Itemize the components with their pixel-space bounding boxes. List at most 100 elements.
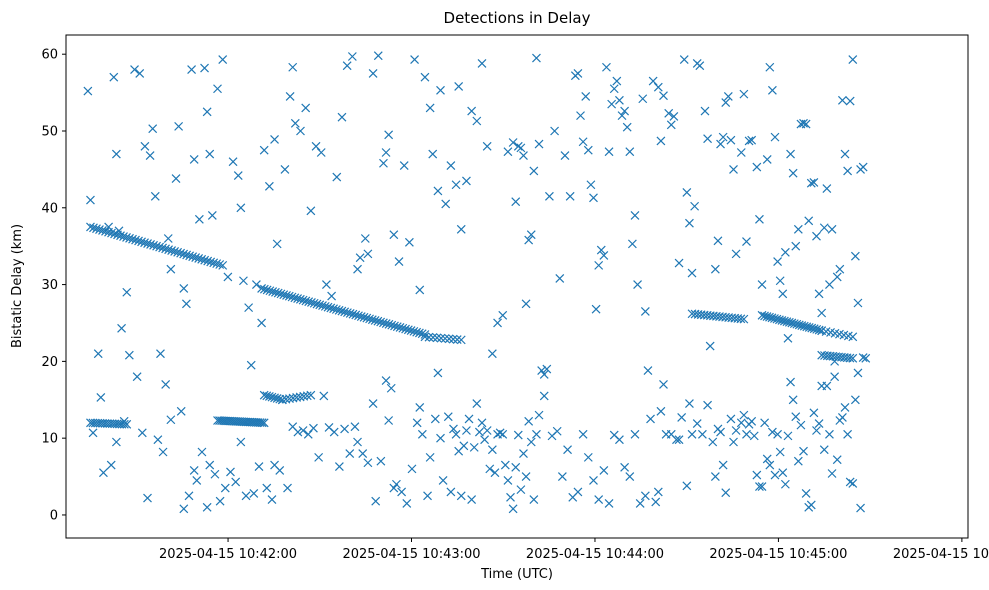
data-point [814,419,824,429]
data-point [477,418,487,428]
data-point [257,318,267,328]
data-point [407,464,417,474]
data-point [166,264,176,274]
data-point [586,180,596,190]
data-point [244,303,254,313]
data-point [467,106,477,116]
data-point [389,230,399,240]
data-point [440,334,450,343]
data-point [809,324,819,334]
data-point [318,301,327,311]
data-point [174,121,184,131]
data-point [770,314,779,323]
data-point [290,293,300,303]
data-point [236,203,246,213]
data-point [402,499,412,508]
data-point [472,399,482,409]
data-point [858,353,868,362]
data-point [149,240,159,250]
data-point [762,454,772,464]
data-point [381,319,391,328]
data-point [111,149,121,159]
data-point [581,92,591,101]
data-point [646,414,655,424]
data-point [158,447,168,457]
data-point [812,231,821,241]
data-point [446,487,456,497]
data-point [351,310,361,320]
data-point [495,428,505,438]
data-point [451,180,461,190]
data-point [529,166,539,176]
data-point [775,447,785,457]
data-point [99,468,108,478]
data-point [462,176,471,186]
data-point [591,304,601,314]
data-point [799,446,808,456]
data-point [387,320,397,330]
data-point [742,429,751,439]
data-point [578,429,588,439]
data-point [143,493,152,503]
data-point [617,111,627,121]
data-point [329,427,339,437]
data-point [128,234,137,244]
data-point [749,431,759,441]
data-point [373,51,383,61]
data-point [384,416,394,425]
data-point [110,229,119,239]
data-point [119,232,128,242]
data-point [843,166,853,176]
data-point [487,349,497,359]
data-point [797,321,807,330]
data-point [163,234,173,243]
data-point [614,435,624,445]
data-point [406,326,416,336]
data-point [114,226,124,236]
data-point [412,327,422,337]
data-point [729,164,738,174]
data-point [368,68,378,78]
data-point [604,147,614,157]
data-point [125,233,134,243]
data-point [259,145,269,155]
data-point [166,415,176,425]
data-point [332,172,342,182]
data-point [832,455,842,465]
data-point [409,326,419,336]
data-point [376,317,386,327]
data-point [664,108,674,118]
data-point [428,149,438,159]
data-point [423,491,432,501]
data-point [848,353,858,363]
data-point [365,314,375,324]
data-point [420,332,430,342]
data-point [669,111,679,121]
data-point [329,304,339,314]
data-point [786,149,795,159]
x-tick-label: 2025-04-15 10:45:00 [709,547,847,562]
data-point [348,309,358,319]
data-point [331,305,341,314]
data-point [307,298,316,307]
data-point [303,429,313,439]
data-point [508,138,518,147]
data-point [599,250,609,260]
data-point [524,235,534,245]
data-point [124,350,134,360]
data-point [474,427,484,437]
data-point [236,437,246,447]
data-point [640,307,650,316]
data-point [555,274,565,283]
data-point [770,470,780,480]
data-point [812,324,822,334]
data-point [703,400,713,410]
data-point [830,372,840,382]
x-tick-label: 2025-04-15 10:43:00 [342,547,480,562]
data-point [259,284,269,294]
data-point [176,406,186,416]
data-point [804,323,814,332]
data-point [206,257,216,267]
data-point [500,460,510,470]
data-point [674,435,684,445]
